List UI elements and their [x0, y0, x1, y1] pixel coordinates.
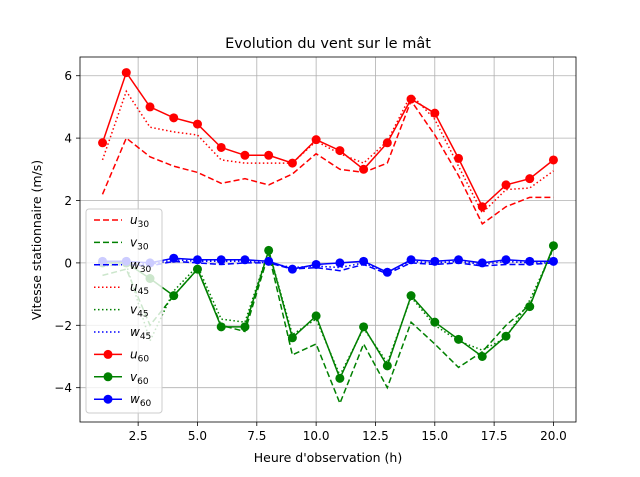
data-point-w60	[264, 256, 274, 266]
legend-label-u45: u45	[130, 280, 149, 297]
data-point-w60	[192, 255, 202, 265]
legend-label-w45: w45	[130, 325, 151, 342]
data-point-v60	[454, 334, 464, 344]
data-point-v60	[430, 317, 440, 327]
x-tick-label: 2.5	[129, 429, 148, 443]
x-tick-label: 10.0	[303, 429, 330, 443]
x-axis-label: Heure d'observation (h)	[254, 450, 403, 465]
data-point-u60	[264, 150, 274, 160]
data-point-v60	[477, 351, 487, 361]
data-point-w60	[335, 258, 345, 268]
data-point-v60	[501, 331, 511, 341]
data-point-v60	[216, 322, 226, 332]
series-line-v45	[102, 247, 555, 377]
legend-label-u30: u30	[130, 213, 149, 230]
data-point-u60	[311, 135, 321, 145]
legend-marker-v60	[103, 372, 113, 382]
plot-frame	[79, 56, 577, 423]
data-point-u60	[406, 94, 416, 104]
series-line-u60	[101, 70, 554, 208]
data-point-w60	[311, 259, 321, 269]
data-point-v60	[169, 291, 179, 301]
data-point-w60	[501, 255, 511, 265]
legend-label-w60: w60	[130, 392, 152, 409]
legend-marker-u60	[103, 349, 113, 359]
data-point-u60	[359, 164, 369, 174]
data-point-w60	[359, 256, 369, 266]
legend: u30 v30 w30 u45 v45 w45 u60 v60 w60	[85, 208, 163, 414]
legend-label-v30: v30	[130, 235, 149, 252]
data-point-v60	[359, 322, 369, 332]
series-line-w30	[102, 260, 554, 275]
data-point-v60	[382, 361, 392, 371]
y-tick-label: 2	[64, 194, 72, 208]
data-point-u60	[121, 68, 131, 78]
data-point-w60	[477, 258, 487, 268]
y-tick-label: −4	[54, 381, 72, 395]
data-point-v60	[311, 311, 321, 321]
legend-label-u60: u60	[130, 347, 149, 364]
data-point-u60	[501, 180, 511, 190]
series-line-u30	[101, 99, 554, 226]
legend-label-v45: v45	[130, 303, 149, 320]
data-point-u60	[169, 113, 179, 123]
data-point-v60	[406, 291, 416, 301]
data-point-w60	[169, 253, 179, 263]
y-axis-label: Vitesse stationnaire (m/s)	[29, 160, 44, 320]
y-tick-label: 0	[64, 256, 72, 270]
data-point-w60	[430, 256, 440, 266]
grid	[80, 57, 576, 422]
data-point-u60	[192, 119, 202, 129]
x-tick-label: 15.0	[421, 429, 448, 443]
data-point-w60	[548, 256, 558, 266]
data-point-u60	[240, 150, 250, 160]
data-point-v60	[264, 245, 274, 255]
chart-title: Evolution du vent sur le mât	[225, 36, 431, 52]
data-point-v60	[335, 373, 345, 383]
data-point-w60	[287, 264, 297, 274]
data-point-w60	[525, 256, 535, 266]
series-line-u45	[101, 89, 554, 215]
y-tick-label: −2	[54, 319, 72, 333]
data-point-w60	[454, 255, 464, 265]
data-point-u60	[430, 108, 440, 118]
legend-label-v60: v60	[130, 370, 149, 387]
x-tick-label: 7.5	[247, 429, 266, 443]
legend-label-w30: w30	[130, 258, 152, 275]
data-point-v60	[192, 264, 202, 274]
data-point-u60	[382, 138, 392, 148]
data-point-u60	[548, 155, 558, 165]
data-point-w60	[382, 267, 392, 277]
series-line-v60	[102, 245, 555, 381]
data-point-v60	[525, 302, 535, 312]
data-point-w60	[240, 255, 250, 265]
data-point-u60	[335, 146, 345, 156]
data-point-w60	[216, 255, 226, 265]
legend-box	[85, 208, 163, 414]
data-point-u60	[216, 142, 226, 152]
data-point-v60	[287, 333, 297, 343]
data-point-u60	[98, 138, 108, 148]
data-point-v60	[548, 241, 558, 251]
y-tick-label: 4	[64, 132, 72, 146]
x-tick-label: 20.0	[540, 429, 567, 443]
legend-marker-w60	[103, 394, 113, 404]
data-point-u60	[454, 153, 464, 163]
y-tick-label: 6	[64, 69, 72, 83]
data-point-u60	[145, 102, 155, 112]
data-point-w60	[406, 255, 416, 265]
data-point-u60	[287, 158, 297, 168]
x-tick-label: 12.5	[362, 429, 389, 443]
data-point-u60	[525, 174, 535, 184]
series-lines	[98, 68, 558, 406]
data-point-u60	[477, 202, 487, 212]
data-point-v60	[240, 322, 250, 332]
axis-ticks: 2.5 5.0 7.5 10.0 12.5 15.0 17.5 20.0 −4 −2 0 2 4 6	[54, 69, 567, 443]
x-tick-label: 17.5	[481, 429, 508, 443]
x-tick-label: 5.0	[188, 429, 207, 443]
